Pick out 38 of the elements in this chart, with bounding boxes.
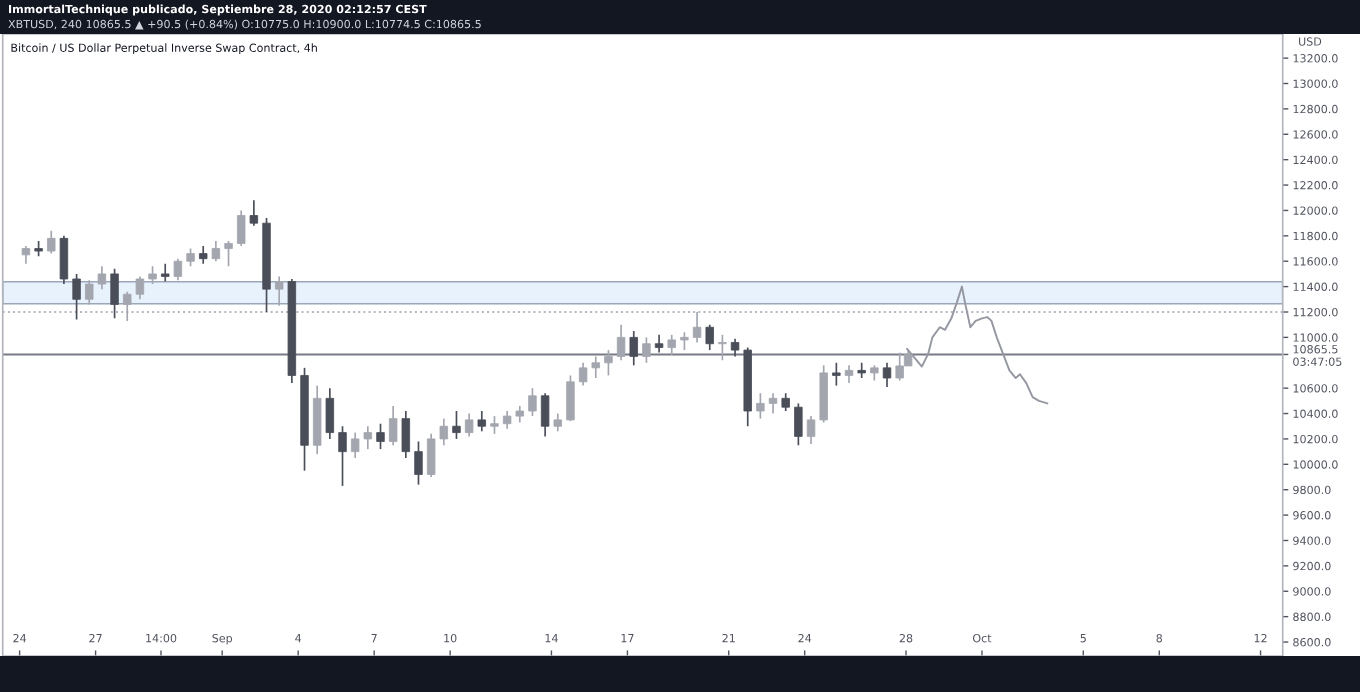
candlestick: [388, 405, 398, 447]
candlestick: [338, 425, 347, 487]
candlestick: [768, 392, 778, 415]
candlestick: [642, 336, 651, 364]
candlestick: [110, 268, 119, 320]
candlestick: [414, 440, 423, 486]
candlestick: [47, 229, 56, 255]
candlestick: [325, 387, 335, 440]
candlestick: [401, 410, 411, 459]
candlestick: [528, 387, 537, 417]
candlestick: [464, 412, 474, 438]
candlestick: [692, 311, 702, 344]
candlestick: [882, 361, 892, 388]
candlestick: [806, 415, 816, 445]
candlestick: [452, 410, 461, 440]
candlestick: [224, 240, 233, 268]
candlestick: [667, 334, 676, 356]
candlestick: [794, 402, 803, 447]
candlestick: [616, 323, 626, 362]
candlestick: [705, 323, 714, 351]
candlestick: [718, 334, 727, 362]
candlestick: [72, 273, 81, 321]
candlestick: [376, 422, 385, 450]
candlestick: [629, 330, 638, 367]
candlestick: [312, 384, 322, 456]
candlestick: [249, 199, 259, 227]
line-series: [906, 285, 1049, 405]
candlestick: [832, 361, 841, 387]
candlestick: [819, 364, 828, 424]
candlestick: [161, 262, 170, 283]
candlestick: [477, 410, 487, 433]
candlestick: [540, 392, 550, 438]
candlestick: [604, 349, 613, 377]
candlestick: [756, 392, 765, 420]
candlestick: [566, 374, 575, 422]
candlestick: [59, 234, 69, 285]
candlestick: [236, 209, 246, 247]
candlestick: [211, 240, 221, 263]
